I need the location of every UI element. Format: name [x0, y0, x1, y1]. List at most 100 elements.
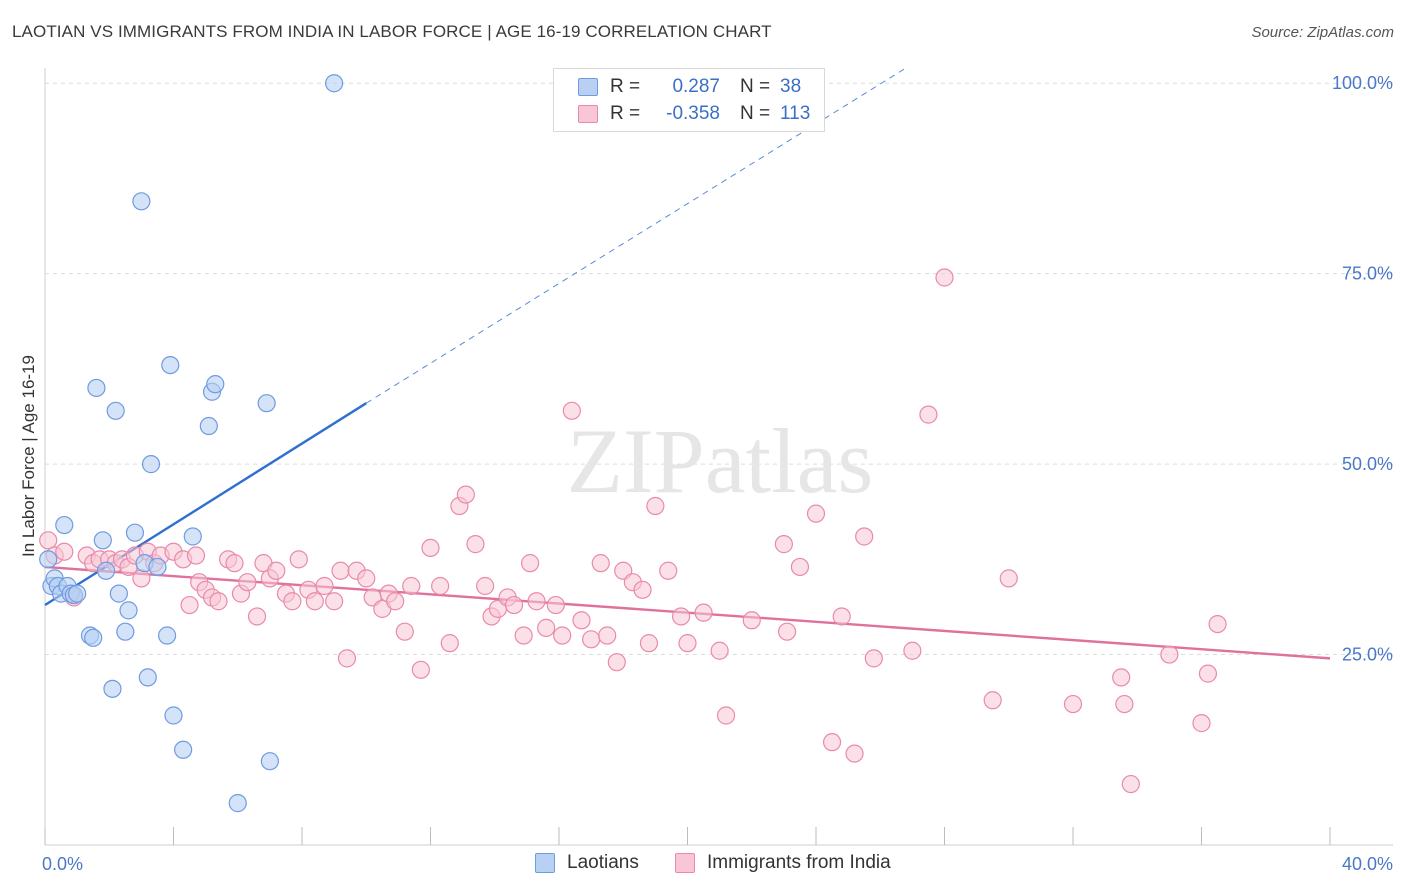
- r-label: R =: [610, 76, 641, 97]
- india-point: [186, 546, 206, 565]
- india-point: [1192, 714, 1211, 733]
- india-point: [591, 554, 610, 573]
- laotian-point: [183, 527, 202, 546]
- laotians-legend-swatch: [535, 853, 555, 873]
- india-point: [855, 527, 874, 546]
- n-value: 113: [780, 103, 811, 124]
- india-point: [431, 576, 450, 596]
- laotian-point: [103, 679, 122, 698]
- india-point: [476, 576, 495, 596]
- india-point: [607, 653, 626, 672]
- india-point: [225, 554, 244, 573]
- watermark: ZIPatlas: [567, 410, 874, 512]
- india-point: [822, 733, 842, 752]
- india-point: [357, 569, 376, 588]
- series-legend: Laotians Immigrants from India: [0, 852, 1406, 878]
- y-tick-label: 50.0%: [1342, 454, 1393, 474]
- n-label: N =: [740, 103, 771, 124]
- india-point: [742, 611, 761, 630]
- india-point: [633, 580, 652, 599]
- legend-label-laotians: Laotians: [567, 852, 639, 873]
- laotian-point: [257, 394, 276, 413]
- laotian-point: [96, 561, 116, 580]
- india-point: [289, 550, 308, 569]
- x-tick-label: 0.0%: [42, 854, 83, 874]
- india-point: [537, 618, 556, 637]
- chart-title: LAOTIAN VS IMMIGRANTS FROM INDIA IN LABO…: [12, 22, 772, 41]
- india-point: [919, 405, 938, 424]
- india-point: [1198, 664, 1218, 683]
- laotian-point: [125, 523, 145, 542]
- india-point: [832, 607, 851, 626]
- india-point: [999, 569, 1018, 588]
- x-tick-labels: 0.0% 40.0%: [42, 854, 1393, 874]
- laotian-point: [87, 378, 106, 398]
- source-label: Source: ZipAtlas.com: [1251, 24, 1394, 41]
- india-point: [774, 535, 793, 554]
- india-point: [1208, 614, 1227, 634]
- laotian-point: [68, 584, 87, 603]
- india-point: [386, 592, 405, 611]
- india-point: [639, 634, 659, 653]
- r-value: 0.287: [672, 76, 720, 97]
- india-point: [1160, 645, 1179, 664]
- n-label: N =: [740, 76, 771, 97]
- india-point: [238, 573, 257, 592]
- laotian-point: [157, 626, 177, 645]
- laotian-point: [106, 401, 125, 420]
- india-point: [440, 634, 459, 653]
- grid-lines: [45, 82, 1393, 656]
- n-value: 38: [780, 76, 802, 97]
- data-points: [39, 74, 1227, 813]
- india-point: [1063, 694, 1083, 714]
- india-point: [39, 531, 58, 550]
- laotian-point: [228, 794, 247, 813]
- india-point: [247, 607, 267, 626]
- laotian-point: [260, 752, 279, 771]
- stats-legend: R = 0.287 N = 38 R = -0.358 N = 113: [553, 68, 825, 132]
- legend-label-india: Immigrants from India: [707, 852, 891, 873]
- india-point: [1115, 694, 1134, 714]
- india-point: [411, 660, 430, 679]
- india-point: [55, 542, 74, 561]
- y-axis-label: In Labor Force | Age 16-19: [19, 355, 38, 557]
- india-point: [209, 592, 228, 611]
- laotian-point: [109, 584, 128, 603]
- india-point: [562, 401, 581, 420]
- x-tick-label: 40.0%: [1342, 854, 1393, 874]
- india-point: [514, 626, 533, 645]
- india-point: [283, 592, 302, 611]
- laotian-point: [164, 706, 183, 725]
- india-point: [456, 485, 475, 504]
- legend-row-laotians: R = 0.287 N = 38: [578, 75, 801, 99]
- legend-row-india: R = -0.358 N = 113: [578, 102, 810, 126]
- india-point: [659, 561, 678, 580]
- india-point: [903, 641, 922, 660]
- india-point: [646, 496, 665, 516]
- axes: [44, 68, 1393, 846]
- india-point: [395, 622, 414, 641]
- laotian-point: [161, 355, 180, 375]
- india-point: [520, 554, 540, 573]
- india-point: [694, 603, 713, 622]
- india-point: [1112, 668, 1131, 687]
- legend-item-india[interactable]: Immigrants from India: [675, 852, 891, 874]
- india-point: [402, 576, 421, 596]
- laotian-point: [174, 740, 193, 759]
- india-point: [325, 592, 344, 611]
- india-point: [553, 626, 572, 645]
- laotian-point: [132, 192, 151, 211]
- india-point: [671, 607, 691, 626]
- legend-item-laotians[interactable]: Laotians: [535, 852, 639, 874]
- laotian-point: [39, 550, 58, 569]
- india-point: [935, 268, 954, 287]
- india-point: [790, 557, 810, 577]
- india-legend-swatch: [675, 853, 695, 873]
- india-point: [678, 634, 697, 653]
- laotian-point: [199, 416, 218, 436]
- laotians-swatch: [578, 78, 598, 96]
- india-swatch: [578, 105, 598, 123]
- india-point: [710, 641, 729, 660]
- india-point: [504, 595, 524, 615]
